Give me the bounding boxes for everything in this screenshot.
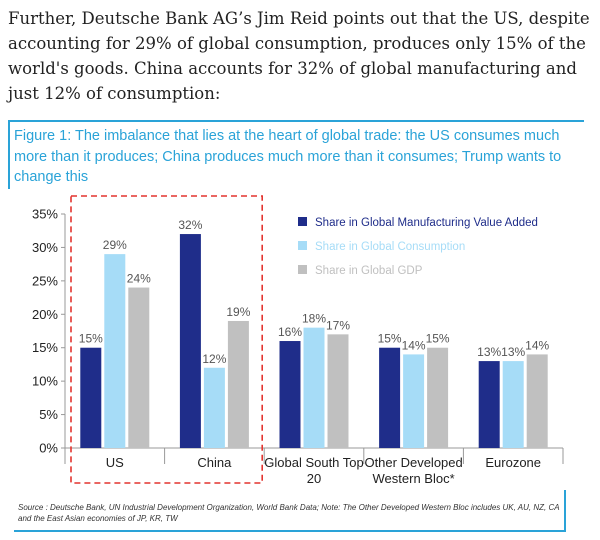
bar: [427, 347, 449, 448]
highlight-box: [70, 195, 263, 484]
bar: [303, 327, 325, 448]
bar: [403, 354, 425, 448]
bar-value-label: 15%: [79, 332, 103, 346]
bar-value-label: 12%: [202, 352, 226, 366]
bar-value-label: 32%: [178, 218, 202, 232]
bar-value-label: 13%: [501, 345, 525, 359]
bar: [526, 354, 548, 448]
y-tick-label: 35%: [32, 207, 58, 222]
legend-swatch: [298, 241, 307, 250]
bar: [502, 361, 524, 448]
y-tick-label: 20%: [32, 307, 58, 322]
bar-chart: 0% 5% 10% 15% 20% 25% 30% 35% 15% 29% 24% US 32% 12% 1…: [32, 195, 564, 486]
figure-title: Figure 1: The imbalance that lies at the…: [14, 128, 562, 185]
bar: [104, 254, 126, 448]
legend-label: Share in Global GDP: [315, 265, 423, 277]
y-tick-label: 0%: [39, 441, 58, 456]
y-tick-label: 15%: [32, 340, 58, 355]
figure-left-rule: [8, 120, 10, 189]
bar-value-label: 19%: [226, 305, 250, 319]
figure-right-rule: [564, 490, 566, 530]
bar: [327, 334, 349, 448]
figure-bottom-rule: [14, 530, 566, 532]
x-category-label: China: [197, 455, 232, 470]
x-category-label: Global South Top: [264, 455, 364, 470]
y-tick-label: 30%: [32, 240, 58, 255]
legend-swatch: [298, 265, 307, 274]
bar-value-label: 15%: [378, 332, 402, 346]
bar: [179, 234, 201, 448]
bar: [203, 367, 225, 448]
bar-value-label: 14%: [525, 338, 549, 352]
bar: [80, 347, 102, 448]
x-category-label: US: [106, 455, 124, 470]
y-tick-label: 10%: [32, 374, 58, 389]
bar-value-label: 15%: [426, 332, 450, 346]
bar: [379, 347, 401, 448]
figure-box: Figure 1: The imbalance that lies at the…: [8, 120, 588, 532]
x-category-label: 20: [307, 471, 321, 486]
bar: [227, 320, 249, 448]
bar: [279, 341, 301, 448]
y-tick-label: 25%: [32, 273, 58, 288]
bar-value-label: 13%: [477, 345, 501, 359]
bar-value-label: 24%: [127, 272, 151, 286]
legend-label: Share in Global Consumption: [315, 241, 465, 253]
bar: [478, 361, 500, 448]
article-intro-text: Further, Deutsche Bank AG’s Jim Reid poi…: [8, 9, 590, 103]
bar: [128, 287, 150, 448]
figure-source-note: Source : Deutsche Bank, UN Industrial De…: [18, 503, 560, 523]
x-category-label: Other Developed: [364, 455, 462, 470]
figure-top-rule: [8, 120, 584, 122]
y-tick-label: 5%: [39, 407, 58, 422]
legend-swatch: [298, 217, 307, 226]
bar-value-label: 14%: [402, 338, 426, 352]
bar-value-label: 16%: [278, 325, 302, 339]
x-category-label: Eurozone: [485, 455, 541, 470]
x-category-label: Western Bloc*: [373, 471, 455, 486]
bar-value-label: 17%: [326, 318, 350, 332]
legend-label: Share in Global Manufacturing Value Adde…: [315, 217, 538, 229]
bar-value-label: 18%: [302, 312, 326, 326]
bar-value-label: 29%: [103, 238, 127, 252]
